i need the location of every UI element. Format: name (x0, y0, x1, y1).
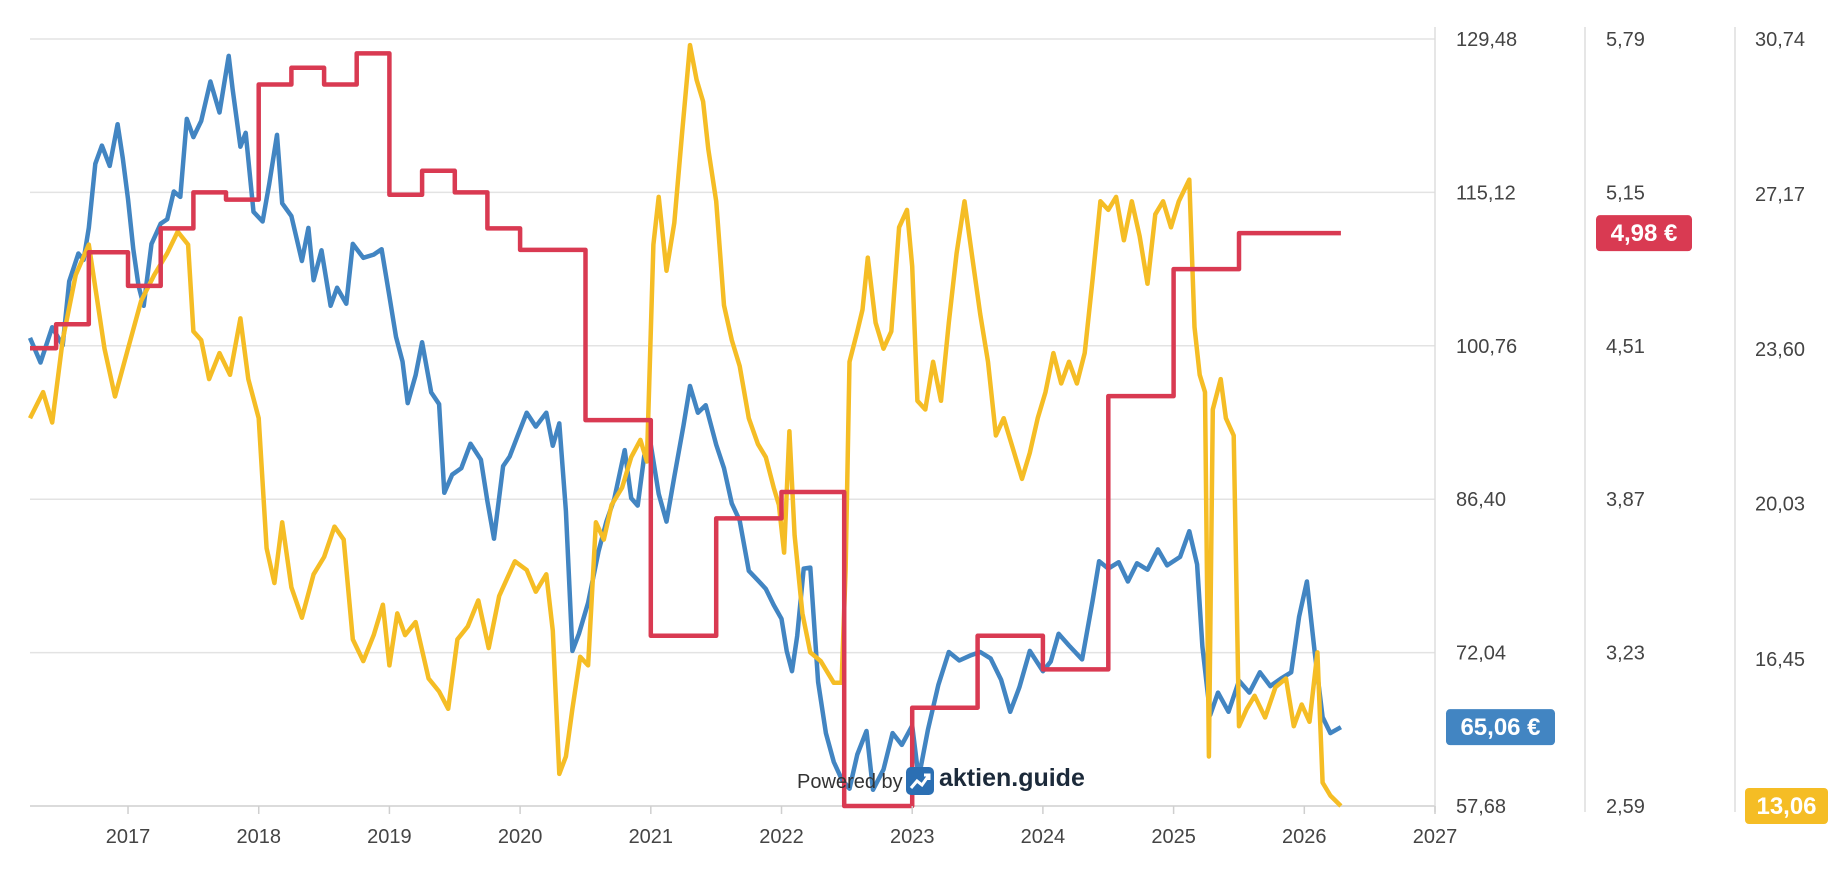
y-tick-label-dividend: 5,15 (1606, 182, 1645, 204)
series-layer (27, 42, 1343, 809)
badge-dividend: 4,98 € (1596, 215, 1692, 252)
badge-bg (1596, 215, 1692, 252)
y-tick-label-pe: 30,74 (1755, 29, 1805, 51)
axis-lines (1434, 27, 1736, 812)
powered-by-text: Powered by (797, 771, 903, 793)
x-tick-label: 2026 (1282, 826, 1327, 848)
y-tick-label-price: 129,48 (1456, 29, 1517, 51)
badge-price: 65,06 € (1446, 709, 1555, 746)
series-line-pe (27, 42, 1343, 808)
badge-label: 13,06 (1756, 793, 1816, 820)
y-tick-label-pe: 16,45 (1755, 649, 1805, 671)
y-tick-label-price: 57,68 (1456, 796, 1506, 818)
y-tick-label-dividend: 5,79 (1606, 29, 1645, 51)
x-tick-label: 2021 (629, 826, 674, 848)
y-tick-label-dividend: 4,51 (1606, 336, 1645, 358)
y-tick-label-dividend: 3,87 (1606, 489, 1645, 511)
powered-by-watermark: Powered by aktien.guide (797, 764, 1085, 795)
badge-pe: 13,06 (1745, 788, 1828, 824)
x-tick-label: 2023 (890, 826, 935, 848)
y-axis-ticks: 129,48 115,12 100,76 86,40 72,04 57,68 5,79 5,1… (1456, 29, 1805, 818)
badge-label: 4,98 € (1611, 220, 1678, 247)
x-tick-label: 2024 (1021, 826, 1066, 848)
y-tick-label-pe: 23,60 (1755, 339, 1805, 361)
y-tick-label-price: 72,04 (1456, 643, 1506, 665)
x-tick-label: 2022 (759, 826, 804, 848)
x-tick-label: 2018 (236, 826, 281, 848)
x-axis-ticks: 2017 2018 2019 2020 2021 2022 2023 2024 2025 2026… (106, 806, 1457, 848)
y-tick-label-price: 100,76 (1456, 336, 1517, 358)
y-tick-label-pe: 20,03 (1755, 494, 1805, 516)
current-value-badges: 65,06 € 4,98 € 13,06 (1446, 215, 1828, 824)
x-tick-label: 2019 (367, 826, 412, 848)
y-tick-label-price: 115,12 (1456, 182, 1516, 204)
x-tick-label: 2025 (1151, 826, 1196, 848)
y-tick-label-dividend: 2,59 (1606, 796, 1645, 818)
grid-lines (30, 38, 1435, 807)
x-tick-label: 2017 (106, 826, 151, 848)
brand-name: aktien.guide (939, 764, 1085, 792)
y-tick-label-dividend: 3,23 (1606, 643, 1645, 665)
series-line-dividend (30, 51, 1341, 809)
aktien-guide-logo-icon (906, 767, 934, 795)
x-tick-label: 2027 (1413, 826, 1458, 848)
badge-bg (1745, 788, 1828, 824)
y-tick-label-price: 86,40 (1456, 489, 1506, 511)
badge-bg (1446, 709, 1555, 746)
series-line-price (27, 53, 1343, 793)
x-tick-label: 2020 (498, 826, 543, 848)
badge-label: 65,06 € (1460, 714, 1540, 741)
y-tick-label-pe: 27,17 (1755, 184, 1805, 206)
